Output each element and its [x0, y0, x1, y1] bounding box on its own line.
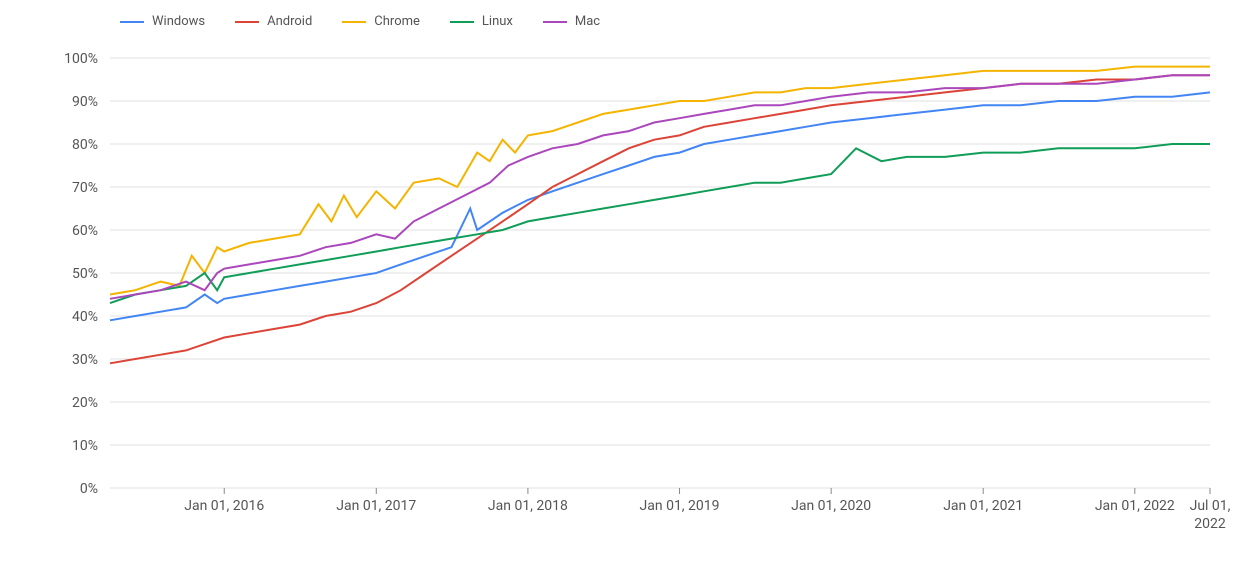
y-tick-label: 20% — [72, 395, 98, 411]
y-tick-label: 10% — [72, 438, 98, 454]
y-tick-label: 60% — [72, 223, 98, 239]
legend-swatch-icon — [235, 21, 259, 23]
chart-x-axis: Jan 01, 2016 Jan 01, 2017 Jan 01, 2018 Jan … — [184, 488, 1230, 532]
y-tick-label: 40% — [72, 309, 98, 325]
y-tick-label: 100% — [64, 51, 98, 67]
legend-item-windows[interactable]: Windows — [120, 14, 205, 29]
y-tick-label: 50% — [72, 266, 98, 282]
x-tick-label: Jan 01, 2016 — [184, 498, 264, 514]
series-line-android — [110, 75, 1210, 363]
y-tick-label: 70% — [72, 180, 98, 196]
legend-item-android[interactable]: Android — [235, 14, 312, 29]
legend-label: Mac — [575, 14, 600, 29]
chart-svg: 0%10%20%30%40%50%60%70%80%90%100% Jan 01… — [110, 50, 1210, 560]
legend-swatch-icon — [450, 21, 474, 23]
series-line-windows — [110, 92, 1210, 320]
legend-label: Windows — [152, 14, 205, 29]
legend-item-chrome[interactable]: Chrome — [342, 14, 420, 29]
x-tick-label: Jan 01, 2022 — [1095, 498, 1175, 514]
legend-label: Linux — [482, 14, 513, 29]
chart-plot-area: 0%10%20%30%40%50%60%70%80%90%100% Jan 01… — [110, 50, 1210, 520]
legend-label: Chrome — [374, 14, 420, 29]
x-tick-label: 2022 — [1194, 516, 1226, 532]
y-tick-label: 30% — [72, 352, 98, 368]
legend-item-mac[interactable]: Mac — [543, 14, 600, 29]
series-line-linux — [110, 144, 1210, 303]
legend-swatch-icon — [543, 21, 567, 23]
chart-container: WindowsAndroidChromeLinuxMac 0%10%20%30%… — [0, 0, 1245, 560]
x-tick-label: Jan 01, 2019 — [640, 498, 720, 514]
x-tick-label: Jul 01, — [1190, 498, 1231, 514]
chart-y-axis: 0% 10% 20% 30% 40% 50% 60% 70% 80% 90% 100% — [64, 51, 98, 497]
chart-legend: Windows Android Chrome Linux Mac — [120, 14, 600, 29]
x-tick-label: Jan 01, 2021 — [943, 498, 1023, 514]
x-tick-label: Jan 01, 2017 — [336, 498, 416, 514]
legend-swatch-icon — [342, 21, 366, 23]
x-tick-label: Jan 01, 2020 — [791, 498, 871, 514]
legend-swatch-icon — [120, 21, 144, 23]
legend-item-linux[interactable]: Linux — [450, 14, 513, 29]
legend-label: Android — [267, 14, 312, 29]
y-tick-label: 0% — [80, 481, 98, 497]
y-tick-label: 90% — [72, 94, 98, 110]
chart-series-group — [110, 67, 1210, 364]
x-tick-label: Jan 01, 2018 — [488, 498, 568, 514]
y-tick-label: 80% — [72, 137, 98, 153]
